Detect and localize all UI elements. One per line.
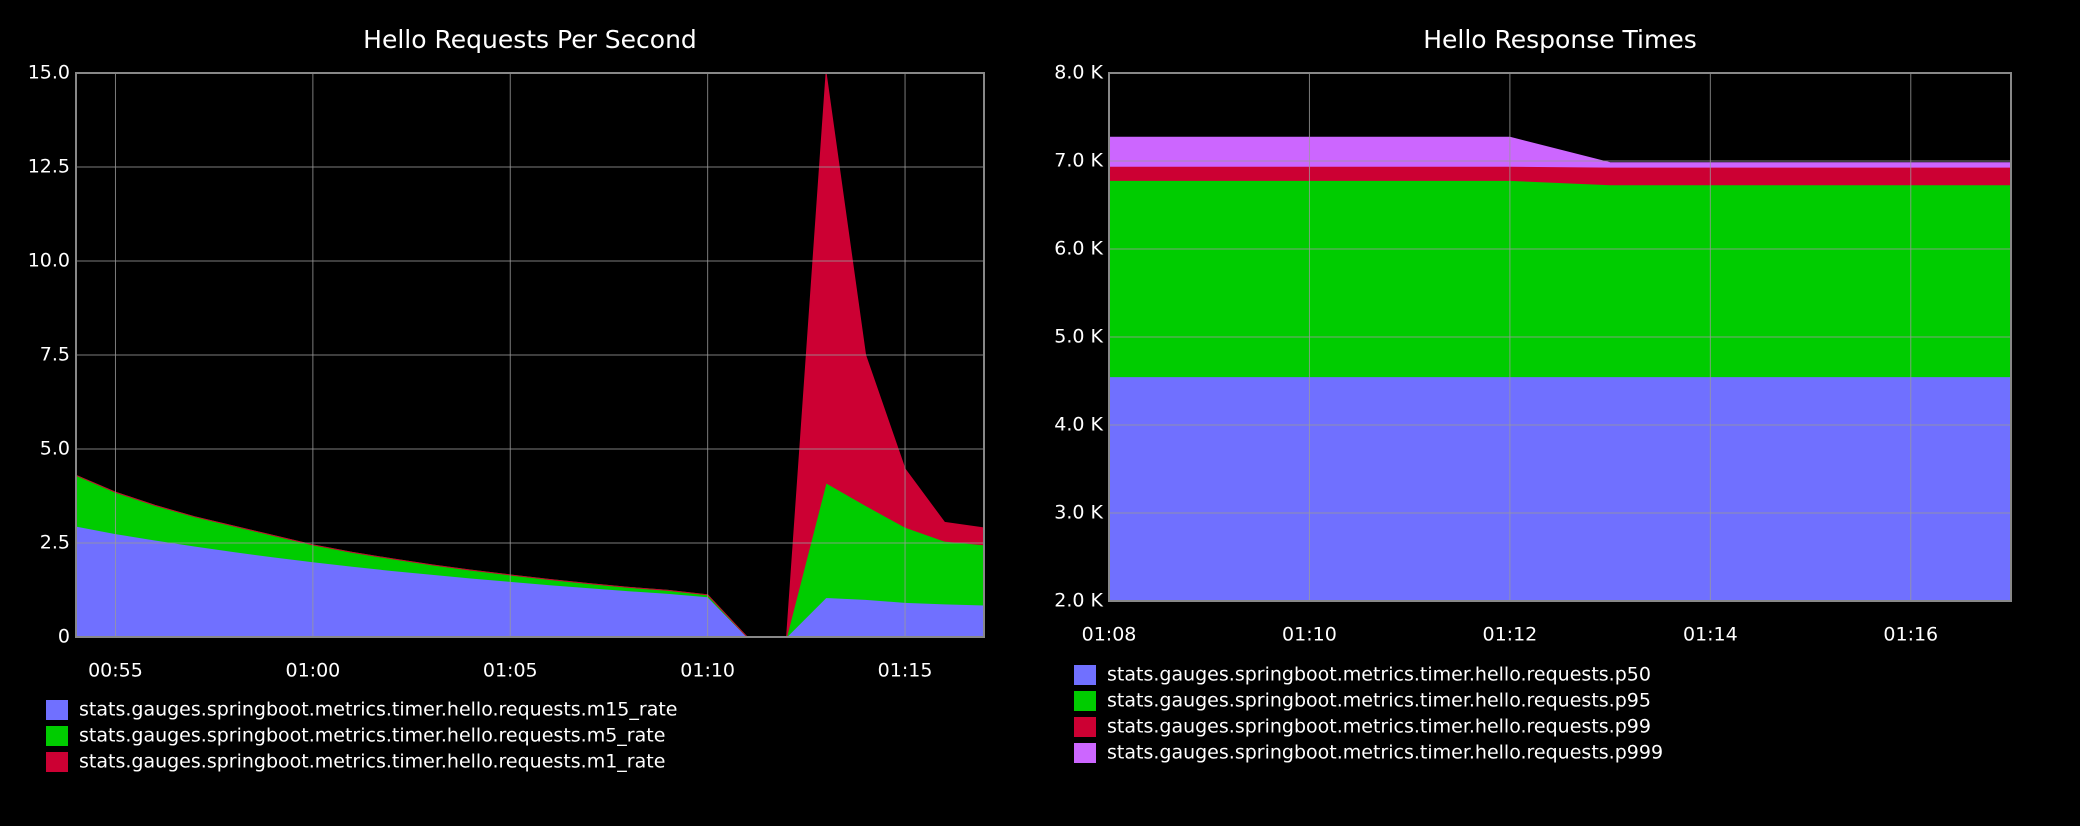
y-tick-label: 7.0 K bbox=[1054, 150, 1103, 172]
x-tick-label: 01:05 bbox=[483, 660, 538, 682]
legend-label: stats.gauges.springboot.metrics.timer.he… bbox=[79, 751, 665, 773]
y-tick-label: 8.0 K bbox=[1054, 62, 1103, 84]
x-tick-label: 01:00 bbox=[285, 660, 340, 682]
plot-border bbox=[75, 72, 985, 638]
legend-swatch bbox=[46, 700, 68, 720]
legend-label: stats.gauges.springboot.metrics.timer.he… bbox=[79, 725, 665, 747]
legend-swatch bbox=[46, 752, 68, 772]
legend-label: stats.gauges.springboot.metrics.timer.he… bbox=[1107, 742, 1663, 764]
y-tick-label: 6.0 K bbox=[1054, 238, 1103, 260]
legend-label: stats.gauges.springboot.metrics.timer.he… bbox=[1107, 664, 1651, 686]
x-tick-label: 01:10 bbox=[1282, 624, 1337, 646]
y-tick-label: 10.0 bbox=[28, 250, 70, 272]
legend-label: stats.gauges.springboot.metrics.timer.he… bbox=[1107, 690, 1651, 712]
x-tick-label: 00:55 bbox=[88, 660, 143, 682]
x-tick-label: 01:16 bbox=[1883, 624, 1938, 646]
y-tick-label: 5.0 bbox=[40, 438, 70, 460]
y-tick-label: 3.0 K bbox=[1054, 502, 1103, 524]
y-tick-label: 4.0 K bbox=[1054, 414, 1103, 436]
legend-label: stats.gauges.springboot.metrics.timer.he… bbox=[79, 699, 677, 721]
y-tick-label: 7.5 bbox=[40, 344, 70, 366]
legend-swatch bbox=[1074, 665, 1096, 685]
legend-swatch bbox=[1074, 743, 1096, 763]
chart-title: Hello Requests Per Second bbox=[363, 25, 697, 54]
stacked-area bbox=[1108, 136, 2012, 168]
x-tick-label: 01:15 bbox=[878, 660, 933, 682]
y-tick-label: 0 bbox=[58, 626, 70, 648]
y-tick-label: 5.0 K bbox=[1054, 326, 1103, 348]
y-tick-label: 2.0 K bbox=[1054, 590, 1103, 612]
y-tick-label: 12.5 bbox=[28, 156, 70, 178]
legend-label: stats.gauges.springboot.metrics.timer.he… bbox=[1107, 716, 1651, 738]
plot-border bbox=[1108, 72, 2012, 602]
x-tick-label: 01:10 bbox=[680, 660, 735, 682]
y-tick-label: 2.5 bbox=[40, 532, 70, 554]
x-tick-label: 01:12 bbox=[1483, 624, 1538, 646]
x-tick-label: 01:08 bbox=[1082, 624, 1137, 646]
legend-swatch bbox=[1074, 691, 1096, 711]
legend-swatch bbox=[1074, 717, 1096, 737]
stacked-area bbox=[1108, 179, 2012, 378]
x-tick-label: 01:14 bbox=[1683, 624, 1738, 646]
stacked-area bbox=[1108, 376, 2012, 602]
chart-title: Hello Response Times bbox=[1423, 25, 1697, 54]
y-tick-label: 15.0 bbox=[28, 62, 70, 84]
legend-swatch bbox=[46, 726, 68, 746]
